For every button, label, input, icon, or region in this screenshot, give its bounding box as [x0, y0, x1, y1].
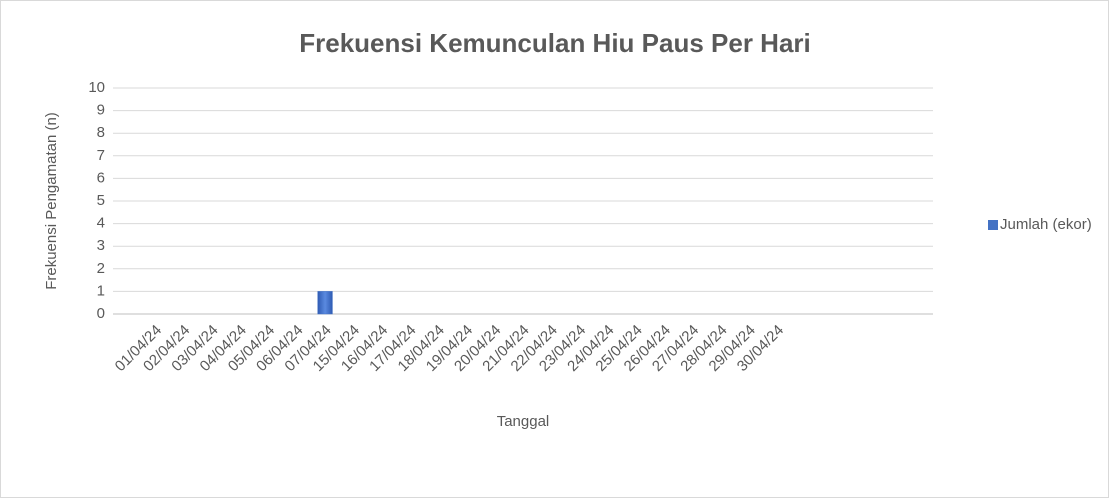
y-tick-label: 10	[88, 79, 105, 96]
y-axis-title: Frekuensi Pengamatan (n)	[43, 112, 60, 290]
y-tick-label: 2	[97, 260, 105, 277]
y-tick-label: 8	[97, 124, 105, 141]
y-tick-label: 5	[97, 192, 105, 209]
x-axis-title: Tanggal	[497, 413, 550, 430]
y-tick-label: 6	[97, 169, 105, 186]
y-tick-label: 1	[97, 282, 105, 299]
y-tick-label: 7	[97, 147, 105, 164]
y-tick-label: 4	[97, 215, 105, 232]
legend-swatch	[988, 220, 998, 230]
chart-title: Frekuensi Kemunculan Hiu Paus Per Hari	[299, 28, 811, 58]
bar	[317, 291, 333, 315]
y-tick-label: 3	[97, 237, 105, 254]
y-tick-label: 9	[97, 102, 105, 119]
legend-label: Jumlah (ekor)	[1000, 216, 1092, 233]
y-tick-label: 0	[97, 305, 105, 322]
